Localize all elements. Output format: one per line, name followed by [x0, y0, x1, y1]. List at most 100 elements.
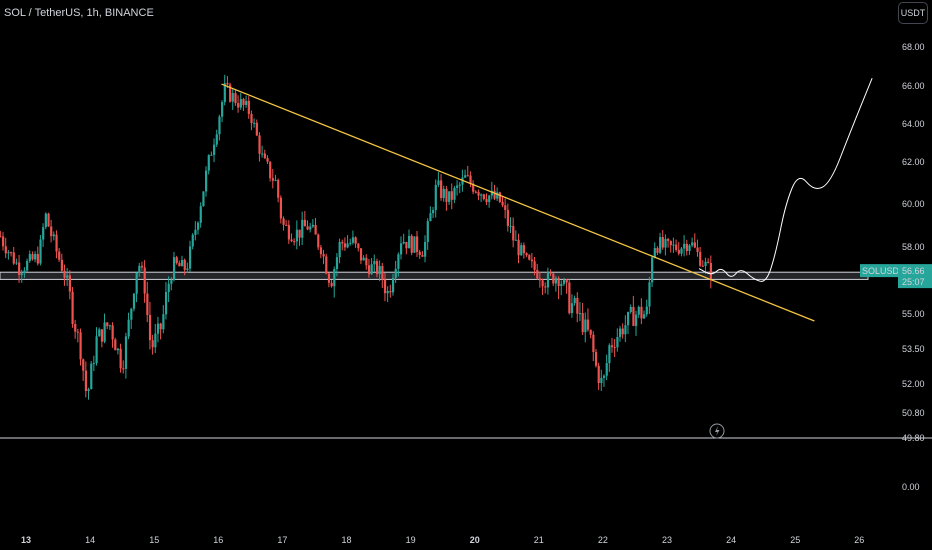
candle-body — [202, 191, 205, 207]
candle-body — [589, 329, 592, 335]
candle-body — [0, 236, 2, 238]
candle-body — [485, 198, 488, 202]
candle-body — [608, 345, 611, 364]
candle-body — [424, 242, 427, 257]
candle-body — [552, 273, 555, 284]
time-tick-label: 22 — [598, 535, 608, 545]
time-tick-label: 14 — [85, 535, 95, 545]
candle-body — [170, 280, 173, 284]
currency-button[interactable]: USDT — [898, 2, 928, 24]
candle-body — [205, 170, 208, 192]
candle-body — [613, 347, 616, 349]
candle-body — [442, 188, 445, 199]
candle-body — [261, 153, 264, 155]
candle-body — [325, 256, 328, 274]
price-tick-label: 60.00 — [902, 199, 925, 209]
candle-body — [162, 314, 165, 330]
candle-body — [253, 122, 256, 124]
candle-body — [557, 278, 560, 287]
candle-body — [399, 243, 403, 255]
candle-body — [456, 185, 459, 188]
candle-body — [164, 292, 168, 315]
candle-body — [114, 339, 117, 351]
candle-body — [637, 306, 640, 315]
candle-body — [520, 245, 523, 256]
candle-body — [560, 283, 563, 287]
candle-body — [148, 314, 152, 341]
candle-body — [624, 325, 627, 335]
candle-body — [58, 251, 61, 260]
candle-body — [699, 251, 702, 266]
candle-body — [367, 265, 371, 275]
candle-body — [707, 261, 710, 263]
candle-body — [418, 251, 421, 255]
candle-body — [635, 314, 638, 326]
candle-body — [496, 192, 499, 199]
candle-body — [530, 259, 534, 262]
candle-body — [370, 264, 373, 275]
candle-body — [349, 242, 352, 244]
candle-body — [36, 254, 39, 264]
trendline — [221, 83, 815, 322]
candle-body — [239, 99, 242, 108]
svg-text:SOLUSDT: SOLUSDT — [862, 266, 905, 276]
candle-body — [429, 213, 432, 222]
candle-body — [693, 242, 696, 248]
candle-body — [669, 240, 672, 246]
candle-body — [71, 291, 74, 324]
support-band — [0, 271, 869, 280]
candle-body — [191, 234, 194, 247]
candle-body — [383, 279, 387, 294]
candle-body — [434, 184, 437, 211]
candle-body — [365, 257, 368, 266]
time-tick-label: 16 — [213, 535, 223, 545]
candle-body — [680, 248, 683, 254]
candle-body — [357, 243, 360, 249]
candle-body — [247, 100, 250, 114]
candle-body — [306, 226, 309, 230]
candle-body — [472, 183, 475, 192]
candle-body — [178, 263, 181, 267]
price-tick-label: 66.00 — [902, 81, 925, 91]
candle-body — [600, 377, 603, 384]
candle-body — [210, 154, 213, 156]
candle-body — [301, 219, 304, 238]
candle-body — [309, 226, 312, 230]
candle-body — [290, 239, 293, 242]
candle-body — [359, 248, 363, 261]
candle-body — [432, 210, 435, 214]
candle-body — [688, 245, 691, 252]
lightning-icon[interactable] — [709, 423, 725, 439]
time-tick-label: 13 — [21, 535, 31, 545]
candle-body — [616, 337, 619, 348]
candle-body — [661, 237, 664, 248]
candle-body — [4, 246, 7, 254]
candle-body — [269, 161, 272, 179]
price-tick-label: 58.00 — [902, 242, 925, 252]
candle-body — [28, 254, 31, 261]
candle-body — [338, 241, 341, 258]
candle-body — [410, 235, 413, 253]
time-tick-label: 23 — [662, 535, 672, 545]
candle-body — [159, 323, 162, 330]
candle-body — [197, 222, 200, 230]
candle-body — [2, 236, 5, 247]
candle-body — [122, 368, 125, 370]
candle-body — [218, 116, 221, 135]
candle-body — [490, 190, 493, 196]
candle-body — [504, 205, 507, 210]
candle-body — [528, 255, 531, 260]
candle-body — [586, 319, 590, 330]
time-tick-label: 21 — [534, 535, 544, 545]
candle-body — [643, 314, 646, 319]
candle-body — [100, 329, 104, 342]
candle-body — [453, 187, 456, 200]
candle-body — [319, 247, 323, 255]
candle-body — [167, 283, 170, 293]
candle-body — [522, 245, 526, 254]
candle-body — [653, 248, 656, 258]
candle-body — [584, 319, 587, 333]
